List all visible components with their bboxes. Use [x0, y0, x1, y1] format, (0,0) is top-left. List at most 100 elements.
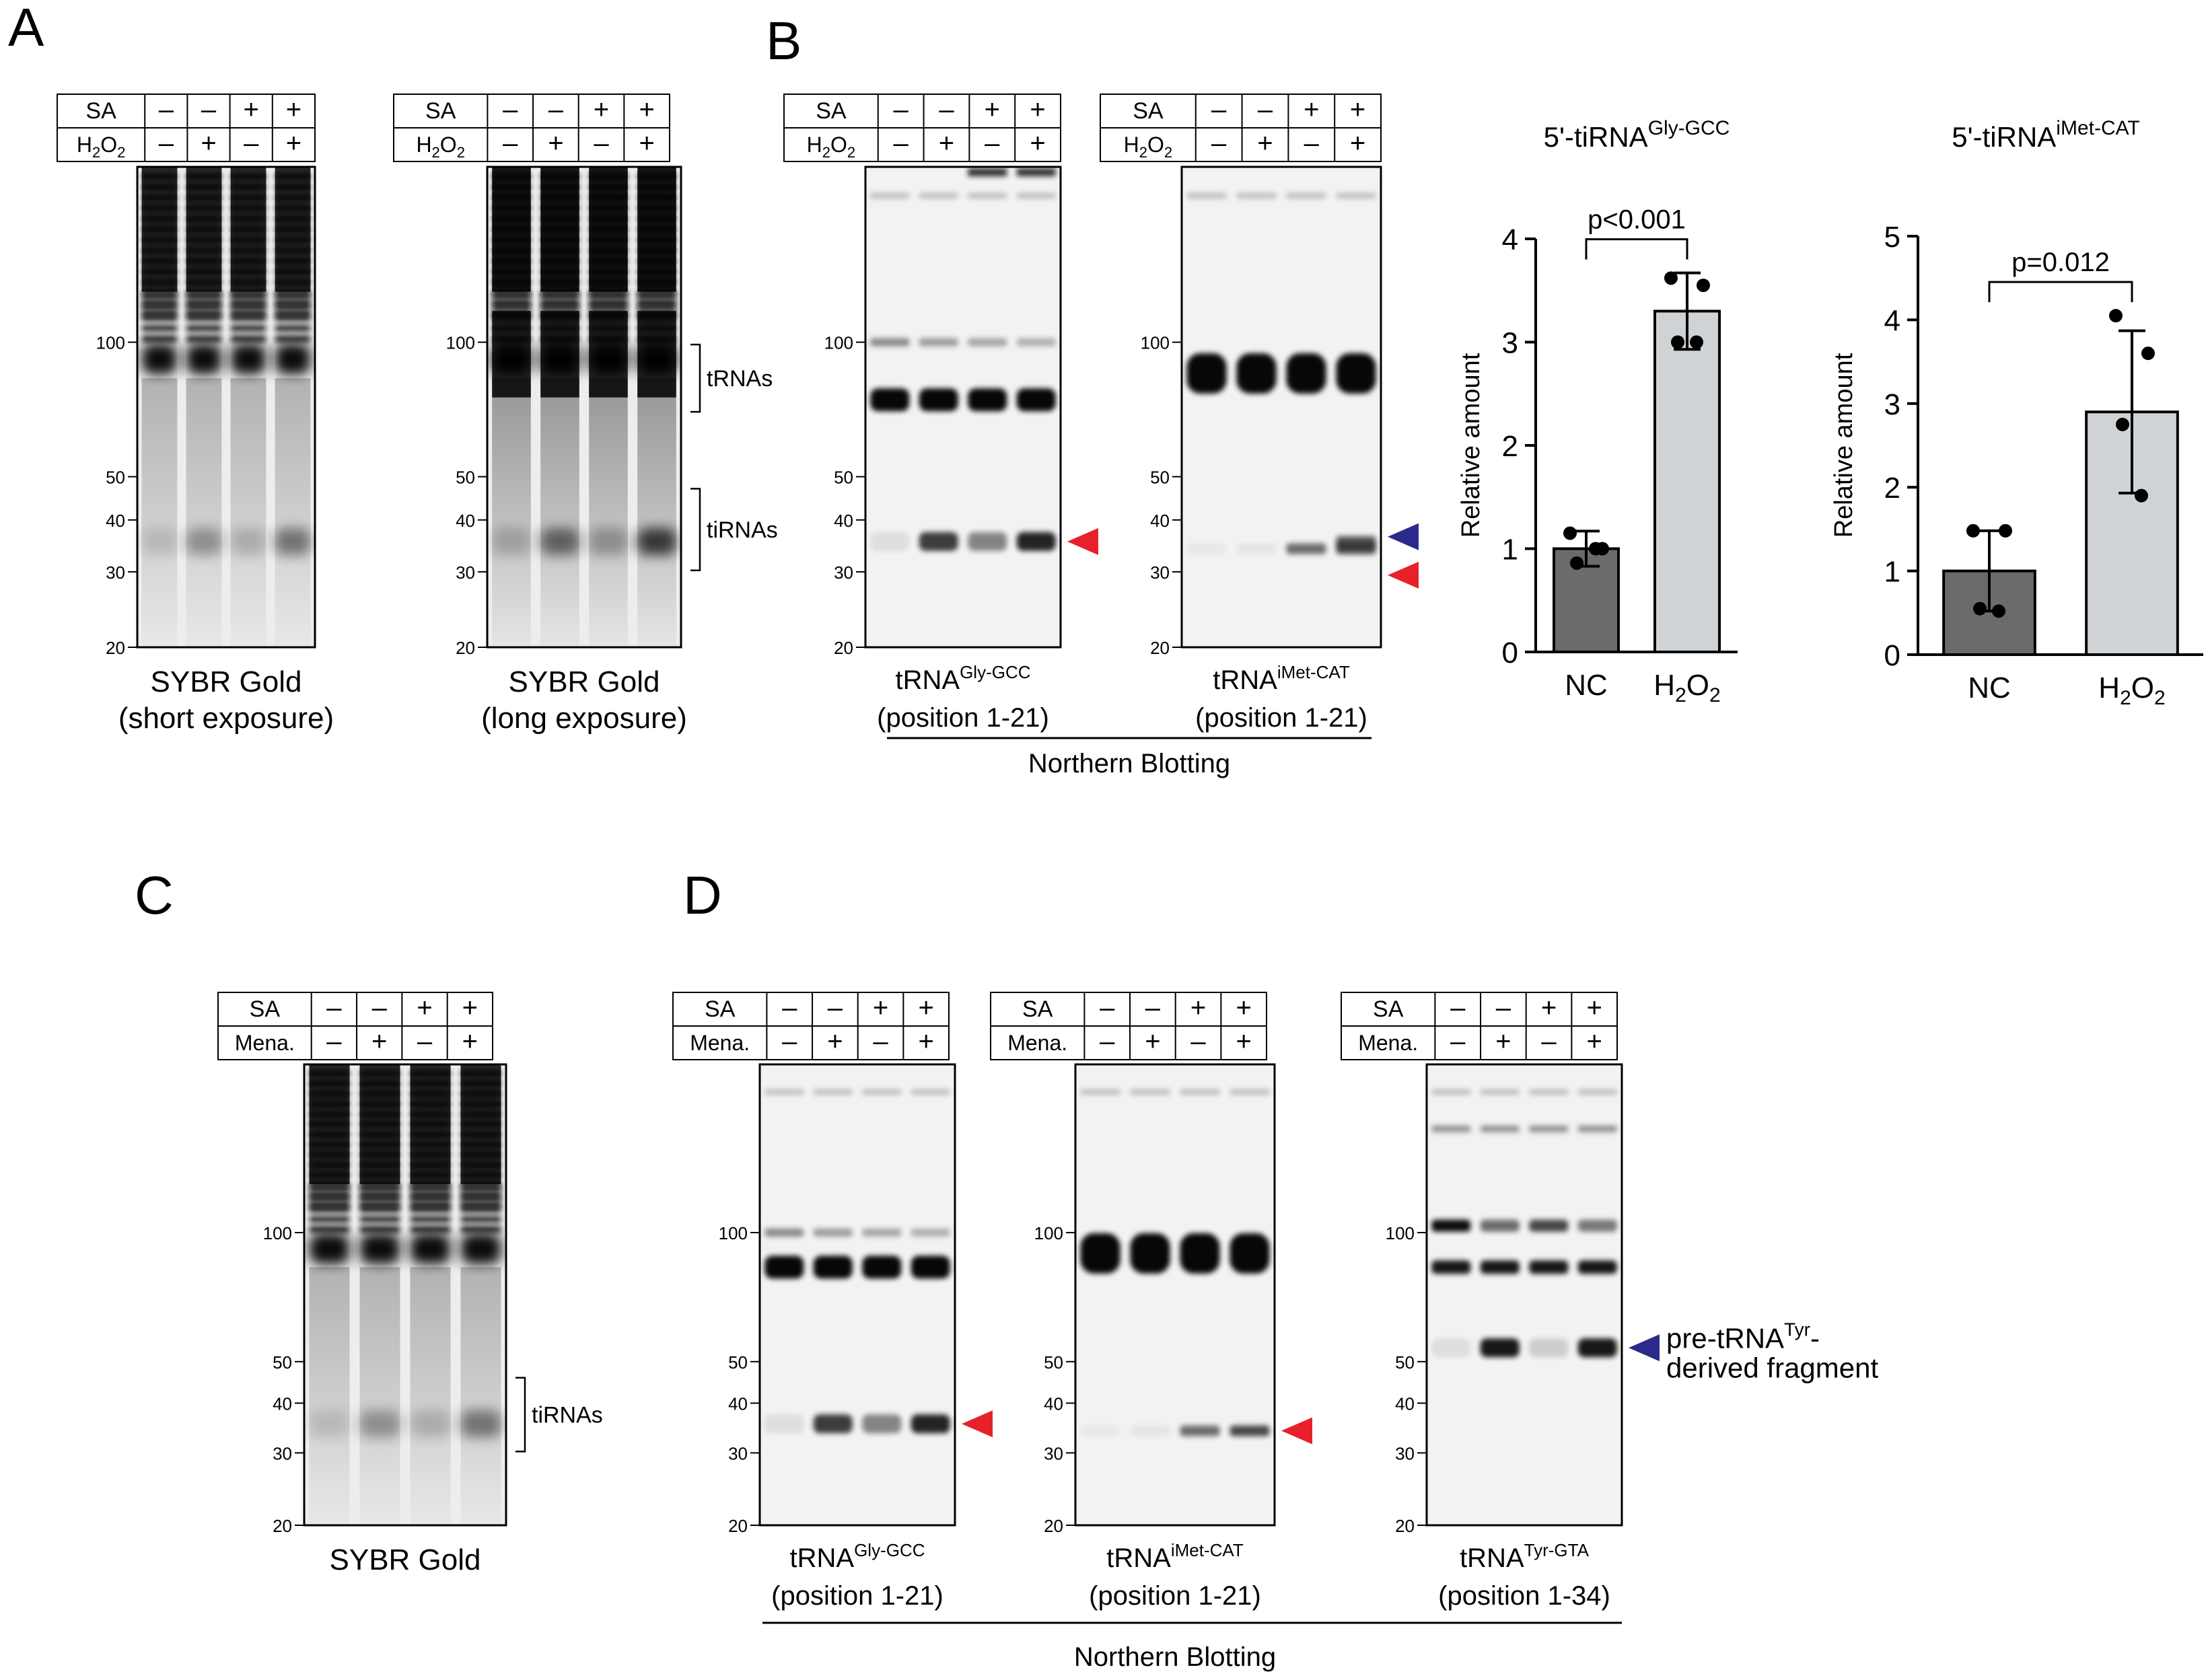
- trna-band: [1529, 1260, 1569, 1274]
- rrna-band: [141, 279, 178, 285]
- p-value: p=0.012: [2011, 248, 2110, 277]
- marker-label: 40: [1044, 1393, 1063, 1414]
- probe-caption: tRNAGly-GCC: [789, 1540, 925, 1573]
- marker-label: 40: [106, 511, 125, 531]
- tirna-band: [870, 532, 910, 551]
- panel-letter-a: A: [8, 0, 44, 57]
- marker-label: 20: [1044, 1516, 1063, 1536]
- sa-sign: –: [548, 95, 564, 124]
- data-point: [1973, 601, 1987, 616]
- gel-border: [1074, 1063, 1276, 1527]
- marker-label: 30: [273, 1443, 292, 1463]
- tirna-band: [359, 1410, 400, 1438]
- gel-image: [1074, 1063, 1276, 1527]
- lane-smear: [359, 1267, 400, 1525]
- panel-letter-c: C: [135, 865, 174, 925]
- red-arrowhead: [962, 1410, 993, 1438]
- data-point: [2141, 346, 2155, 361]
- rrna-band: [141, 173, 178, 180]
- trna-band: [1230, 1233, 1270, 1274]
- rrna-band: [492, 279, 531, 285]
- rrna-band: [589, 226, 628, 233]
- faint-band: [862, 1089, 902, 1095]
- rrna-band: [410, 1161, 451, 1168]
- band: [186, 303, 222, 311]
- band: [230, 303, 266, 311]
- pre-trna-band: [862, 1229, 902, 1237]
- row2-sign: –: [873, 1027, 888, 1056]
- rrna-band: [275, 194, 311, 201]
- row2-sign: +: [371, 1027, 387, 1056]
- p-value: p<0.001: [1588, 205, 1686, 235]
- rrna-band: [589, 237, 628, 244]
- h2o2-h: H: [416, 133, 431, 157]
- h2o2-o: O: [1686, 669, 1709, 702]
- gel-content: [760, 1064, 955, 1525]
- rrna-band: [589, 258, 628, 264]
- marker-label: 50: [106, 468, 125, 488]
- overexposed: [492, 311, 531, 398]
- gel-content: [1075, 1064, 1275, 1525]
- sa-sign: –: [1496, 993, 1511, 1023]
- rrna-band: [460, 1171, 501, 1178]
- band: [359, 1185, 400, 1192]
- band: [460, 1185, 501, 1192]
- gel-background: [1182, 167, 1381, 647]
- probe-superscript: iMet-CAT: [1277, 662, 1350, 682]
- trna-band: [813, 1255, 853, 1279]
- row2-sign: –: [985, 129, 1000, 158]
- faint-band: [1080, 1089, 1120, 1095]
- row2-sign: –: [159, 129, 174, 158]
- trna-band: [968, 388, 1007, 412]
- band: [309, 1196, 350, 1203]
- probe-superscript: Gly-GCC: [854, 1540, 925, 1560]
- tirna-band: [186, 527, 222, 555]
- probe-caption: tRNAiMet-CAT: [1106, 1540, 1244, 1573]
- band: [492, 303, 531, 311]
- tirnas-bracket: [515, 1377, 526, 1453]
- marker-label: 20: [1150, 638, 1170, 658]
- marker-label: 50: [1150, 468, 1170, 488]
- y-tick-label: 1: [1884, 556, 1900, 589]
- rrna-band: [309, 1121, 350, 1128]
- rrna-band: [410, 1070, 451, 1077]
- marker-label: 30: [1150, 562, 1170, 583]
- rrna-band: [141, 258, 178, 264]
- gel-border: [1425, 1063, 1623, 1527]
- rrna-band: [186, 237, 222, 244]
- trnas-bracket: [690, 343, 701, 413]
- pre-trna-fragment: [1480, 1338, 1520, 1358]
- h2o2-o: O: [830, 133, 847, 157]
- h2o2-h: H: [807, 133, 822, 157]
- tirna-band: [141, 527, 178, 555]
- y-tick-label: 2: [1884, 472, 1900, 505]
- y-tick-label: 2: [1502, 430, 1518, 463]
- rrna-band: [637, 205, 676, 211]
- h2o2-sub: 2: [92, 144, 100, 161]
- gel-content: [304, 1064, 506, 1525]
- probe-name: tRNA: [789, 1543, 854, 1573]
- rrna-band: [410, 1141, 451, 1148]
- marker-label: 40: [834, 511, 853, 531]
- pre-trna-band: [1480, 1219, 1520, 1232]
- northern-label-b: Northern Blotting: [1028, 749, 1230, 778]
- trna-band: [764, 1255, 804, 1279]
- tirna-band: [764, 1414, 804, 1434]
- h2o2-sub: 2: [822, 144, 830, 161]
- band: [359, 1206, 400, 1213]
- gelB1-group: SAH2O2–––++–++10050403020tRNAGly-GCC(pos…: [783, 94, 1098, 733]
- tirna-band: [1016, 532, 1056, 551]
- rrna-band: [309, 1081, 350, 1087]
- h2o2-h: H: [2098, 671, 2120, 704]
- gel-border: [486, 166, 682, 649]
- gelD1-group: SAMena.–––++–++10050403020tRNAGly-GCC(po…: [672, 992, 993, 1611]
- tirna-band: [919, 532, 958, 551]
- chart-title-text: 5'-tiRNA: [1544, 121, 1648, 153]
- rrna-band: [637, 226, 676, 233]
- band: [359, 1196, 400, 1203]
- x-label-h2o2: H2O2: [1653, 669, 1720, 706]
- lane-smear: [275, 378, 311, 647]
- faint-band: [764, 1089, 804, 1095]
- gel-border: [1180, 166, 1382, 649]
- mena-label: Mena.: [690, 1031, 750, 1055]
